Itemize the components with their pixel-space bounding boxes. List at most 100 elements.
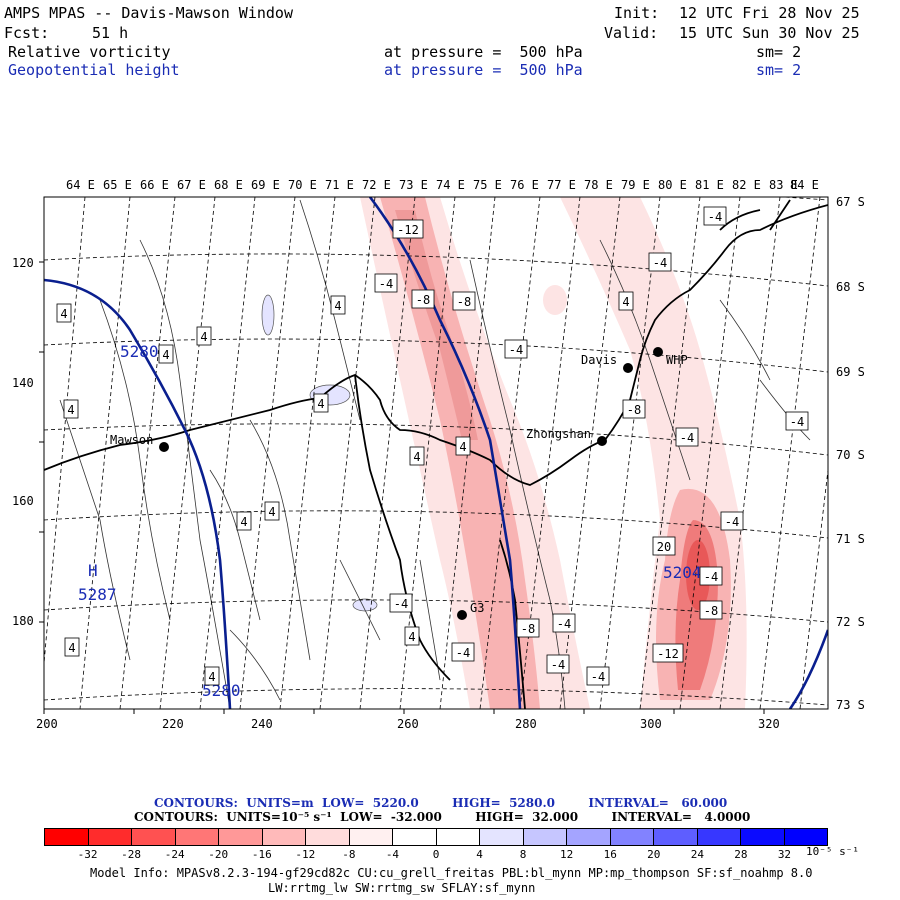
contour-label: -8	[521, 622, 535, 636]
colorbar-label: 16	[603, 848, 617, 861]
station-marker-zhongshan	[597, 436, 607, 446]
colorbar-label: -12	[295, 848, 316, 861]
colorbar-label: -16	[251, 848, 272, 861]
axis-ticks	[39, 261, 765, 714]
contour-label-box	[196, 326, 212, 346]
station-marker-mawson	[159, 442, 169, 452]
colorbar-swatch	[219, 829, 263, 845]
contour-label-box	[264, 501, 280, 521]
station-label-g3: G3	[470, 601, 484, 615]
lat-label: 68 S	[836, 280, 865, 294]
contour-labels: -12 -4 -8 -8 -4 -4 4 4 4 4 4 4 4 4 4 -8 4 4 4 -4 -4 -4 -4 -8 -4 -…	[56, 206, 809, 686]
contour-label: -4	[394, 597, 408, 611]
field1-name: Relative vorticity	[8, 43, 171, 61]
high-marker: H	[88, 561, 98, 580]
contour-label: 4	[68, 641, 75, 655]
lat-label: 69 S	[836, 365, 865, 379]
contour-label-box	[622, 399, 646, 419]
colorbar-swatch	[349, 829, 393, 845]
valid-label: Valid:	[604, 24, 659, 42]
contour-label: -4	[551, 658, 565, 672]
contour-label: -4	[725, 515, 739, 529]
lon-label: 74 E	[436, 178, 465, 192]
station-label-whp: WHP	[666, 353, 688, 367]
station-marker-davis	[623, 363, 633, 373]
lon-label: 83 E	[769, 178, 798, 192]
contour-label-box	[652, 536, 676, 556]
colorbar-swatch	[697, 829, 741, 845]
shade-spot-1	[543, 285, 567, 315]
contour-label: 4	[208, 670, 215, 684]
field1-smooth: sm= 2	[756, 43, 802, 61]
colorbar-label: 24	[690, 848, 704, 861]
colorbar-swatch	[88, 829, 132, 845]
contour-label: -12	[397, 223, 419, 237]
lat-label: 73 S	[836, 698, 865, 712]
colorbar-label: 4	[476, 848, 483, 861]
y-axis-labels: 120 140 160 180	[12, 256, 34, 628]
lat-label: 70 S	[836, 448, 865, 462]
lon-label: 78 E	[584, 178, 613, 192]
contour-label: -4	[591, 670, 605, 684]
contour-label-box	[504, 339, 528, 359]
x-tick-label: 200	[36, 717, 58, 731]
contour-label-box	[652, 643, 684, 663]
lon-labels: 64 E 65 E 66 E 67 E 68 E 69 E 70 E 71 E …	[66, 178, 819, 192]
contour-label-box	[389, 593, 413, 613]
contour-label-box	[313, 393, 329, 413]
contour-label-box	[158, 344, 174, 364]
y-tick-label: 120	[12, 256, 34, 270]
colorbar-swatch	[610, 829, 654, 845]
contour-label: 4	[317, 397, 324, 411]
colorbar-swatch	[567, 829, 611, 845]
colorbar-label: -8	[342, 848, 356, 861]
colorbar-swatch	[45, 829, 89, 845]
contour-label-box	[451, 642, 475, 662]
field2-name: Geopotential height	[8, 61, 180, 79]
colorbar-units: 10⁻⁵ s⁻¹	[806, 845, 859, 858]
contour-label-box	[546, 654, 570, 674]
y-tick-label: 180	[12, 614, 34, 628]
contour-label: -4	[708, 210, 722, 224]
colorbar-swatch	[784, 829, 827, 845]
coastline	[44, 199, 828, 709]
lon-label: 71 E	[325, 178, 354, 192]
colorbar-label: -24	[164, 848, 185, 861]
lat-label: 72 S	[836, 615, 865, 629]
contour-label-box	[455, 436, 471, 456]
lon-label: 70 E	[288, 178, 317, 192]
lat-label: 67 S	[836, 195, 865, 209]
lon-label: 73 E	[399, 178, 428, 192]
contour-label-box	[64, 637, 80, 657]
colorbar-label: 8	[519, 848, 527, 861]
plot-frame	[43, 196, 829, 710]
contour-label-box	[392, 219, 424, 239]
colorbar-label: -32	[77, 848, 98, 861]
contour-label: -8	[627, 403, 641, 417]
x-tick-label: 260	[397, 717, 419, 731]
lon-label: 68 E	[214, 178, 243, 192]
field1-level: at pressure = 500 hPa	[384, 43, 583, 61]
contour-label-box	[552, 613, 576, 633]
contour-label: -4	[653, 256, 667, 270]
colorbar-label: 20	[647, 848, 661, 861]
lon-label: 75 E	[473, 178, 502, 192]
contour-label: -4	[704, 570, 718, 584]
contour-label: -4	[456, 646, 470, 660]
contour-label: 4	[240, 515, 247, 529]
contour-label-box	[204, 666, 220, 686]
colorbar-swatch	[480, 829, 524, 845]
lon-label: 72 E	[362, 178, 391, 192]
contour-label: -8	[416, 293, 430, 307]
init-label: Init:	[614, 4, 660, 22]
colorbar-swatch	[523, 829, 567, 845]
contour-label: -4	[557, 617, 571, 631]
contour-label-box	[785, 411, 809, 431]
height-label: 5204	[663, 563, 702, 582]
contour-label: -12	[657, 647, 679, 661]
height-labels: 5280 H 5287 5280 5204	[78, 342, 702, 700]
contour-label: -4	[379, 277, 393, 291]
contour-label-box	[411, 289, 435, 309]
colorbar-label: 0	[432, 848, 440, 861]
